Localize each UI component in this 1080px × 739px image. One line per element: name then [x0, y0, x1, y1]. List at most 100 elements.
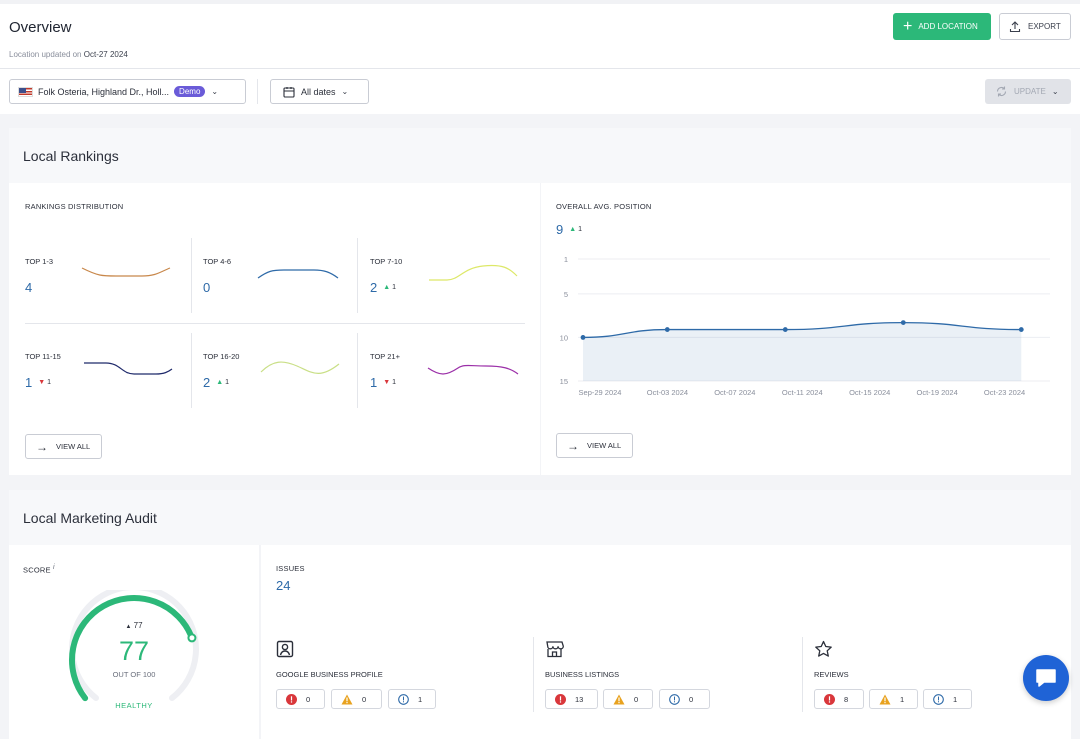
bucket-value-number: 4	[25, 280, 33, 295]
group-divider	[533, 637, 534, 712]
data-point	[580, 335, 586, 340]
sparkline-top-21-plus	[427, 364, 519, 375]
export-button[interactable]: EXPORT	[999, 13, 1071, 40]
sparkline-path	[260, 361, 340, 374]
gauge-fill	[69, 595, 195, 702]
chat-icon	[1036, 669, 1056, 687]
warning-count-chip[interactable]: 0	[331, 689, 382, 709]
location-name: Folk Osteria, Highland Dr., Holl...	[38, 86, 170, 97]
bucket-delta-number: 1	[47, 379, 52, 386]
local-rankings-title: Local Rankings	[23, 148, 119, 164]
x-tick-label: Sep-29 2024	[579, 388, 622, 397]
score-label-text: SCORE	[23, 565, 51, 575]
bucket-value-number: 2	[370, 280, 378, 295]
warning-icon	[879, 694, 891, 705]
bucket-value: 0	[203, 280, 231, 295]
demo-badge: Demo	[174, 86, 206, 97]
error-count-chip[interactable]: 13	[545, 689, 598, 709]
chevron-down-icon: ⌄	[341, 87, 349, 96]
avg-position-number: 9	[556, 222, 564, 237]
grid-divider	[191, 333, 192, 408]
notice-icon	[398, 693, 409, 705]
bucket-value: 2 ▲ 1	[370, 280, 402, 295]
sparkline-top-1-3	[81, 267, 171, 277]
data-point	[1018, 327, 1024, 332]
error-count-chip[interactable]: 0	[276, 689, 325, 709]
notice-count-chip[interactable]: 1	[388, 689, 436, 709]
error-icon	[286, 693, 297, 705]
reviews-label: REVIEWS	[814, 670, 849, 679]
update-button[interactable]: UPDATE ⌄	[985, 79, 1071, 104]
chat-button[interactable]	[1023, 655, 1069, 701]
rankings-view-all-button[interactable]: → VIEW ALL	[25, 434, 102, 459]
error-count: 0	[306, 694, 311, 704]
notice-count-chip[interactable]: 0	[659, 689, 710, 709]
location-select[interactable]: Folk Osteria, Highland Dr., Holl... Demo…	[9, 79, 246, 104]
warning-count: 0	[362, 694, 367, 704]
avg-view-all-button[interactable]: → VIEW ALL	[556, 433, 633, 458]
sparkline-path	[81, 267, 171, 277]
grid-divider	[25, 323, 525, 324]
notice-icon	[669, 693, 680, 705]
business-listings-label: BUSINESS LISTINGS	[545, 670, 620, 679]
arrow-right-icon: →	[567, 438, 579, 453]
score-gauge	[69, 590, 199, 702]
x-tick-label: Oct-03 2024	[647, 388, 688, 397]
grid-divider	[191, 238, 192, 313]
bucket-value-number: 1	[370, 375, 378, 390]
bucket-value-number: 2	[203, 375, 211, 390]
add-location-button[interactable]: + ADD LOCATION	[893, 13, 991, 40]
y-tick-label: 15	[560, 377, 568, 386]
bucket-value: 4	[25, 280, 53, 295]
y-tick-label: 1	[564, 255, 568, 264]
store-icon	[546, 641, 564, 658]
y-tick-label: 5	[564, 290, 568, 299]
y-tick-label: 10	[560, 333, 568, 342]
notice-count: 1	[953, 694, 958, 704]
series-line	[582, 321, 1022, 339]
bucket-delta-number: 1	[392, 284, 397, 291]
score-panel	[9, 545, 259, 739]
bucket-delta: ▲ 1	[383, 284, 396, 291]
score-out-of: OUT OF 100	[112, 670, 156, 679]
filter-divider	[257, 79, 258, 104]
bucket-label: TOP 7-10	[370, 257, 403, 266]
score-value: 77	[118, 636, 150, 666]
bucket-value-number: 1	[25, 375, 33, 390]
sparkline-top-7-10	[429, 264, 518, 281]
warning-icon	[613, 694, 625, 705]
notice-count: 0	[689, 694, 694, 704]
sparkline-top-4-6	[257, 269, 339, 279]
upload-icon	[1009, 20, 1021, 32]
bucket-delta-number: 1	[392, 379, 397, 386]
x-tick-label: Oct-11 2024	[782, 388, 823, 397]
page-title: Overview	[9, 19, 72, 36]
error-count-chip[interactable]: 8	[814, 689, 864, 709]
chevron-down-icon: ⌄	[211, 87, 219, 96]
score-delta: ▲ 77	[90, 621, 178, 630]
export-label: EXPORT	[1028, 22, 1061, 31]
updated-date: Oct-27 2024	[83, 50, 128, 59]
info-icon[interactable]: i	[52, 564, 55, 571]
date-select[interactable]: All dates ⌄	[270, 79, 369, 104]
error-icon	[555, 693, 566, 705]
notice-count: 1	[418, 694, 423, 704]
arrow-up-icon: ▲	[569, 226, 577, 233]
issues-label: ISSUES	[276, 564, 305, 573]
warning-count-chip[interactable]: 0	[603, 689, 653, 709]
warning-count-chip[interactable]: 1	[869, 689, 918, 709]
bucket-top-11-15: TOP 11-15 1 ▼ 1	[25, 352, 61, 390]
data-point	[664, 327, 670, 332]
profile-icon	[276, 640, 294, 658]
group-divider	[802, 637, 803, 712]
sparkline-path	[429, 264, 518, 281]
rankings-distribution-label: RANKINGS DISTRIBUTION	[25, 202, 124, 211]
notice-count-chip[interactable]: 1	[923, 689, 972, 709]
gauge-knob	[187, 633, 197, 643]
bucket-top-7-10: TOP 7-10 2 ▲ 1	[370, 257, 402, 295]
bucket-label: TOP 16-20	[203, 352, 240, 361]
plus-icon: +	[903, 17, 913, 35]
bucket-delta-number: 1	[225, 379, 230, 386]
us-flag-icon	[18, 86, 33, 97]
